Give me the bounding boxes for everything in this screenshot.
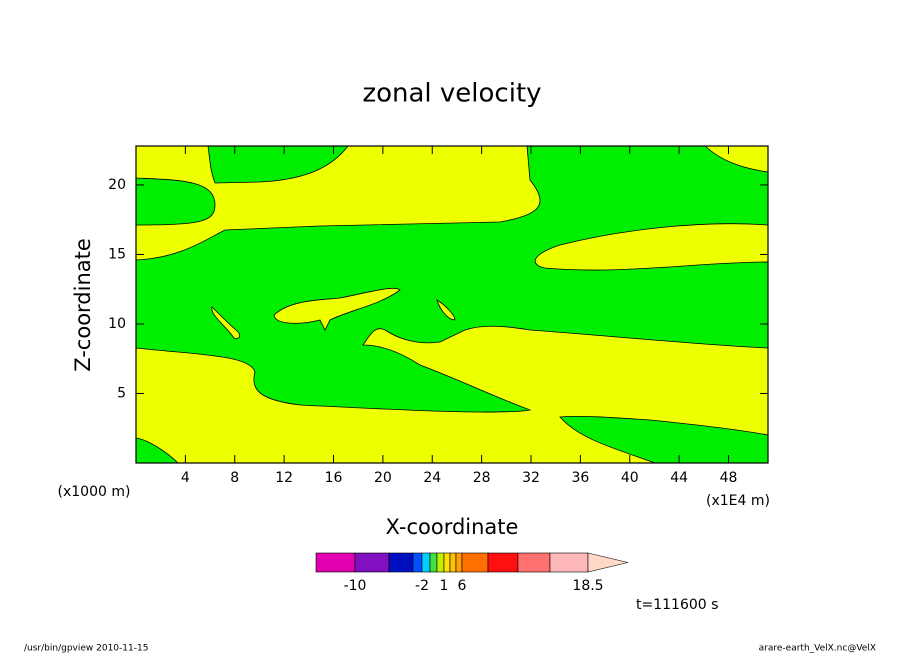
x-tick-label: 8 — [230, 470, 239, 486]
colorbar-segment — [421, 552, 431, 573]
plot-area — [135, 145, 769, 464]
x-unit-label: (x1000 m) — [58, 484, 131, 500]
colorbar-segment — [517, 552, 551, 573]
x-tick-label: 16 — [325, 470, 343, 486]
x-tick-label: 32 — [522, 470, 540, 486]
colorbar-tick-label: 1 — [440, 578, 449, 594]
colorbar-segment — [412, 552, 423, 573]
contour-region — [559, 415, 769, 464]
x-axis-title: X-coordinate — [386, 515, 519, 539]
footer-right: arare-earth_VelX.nc@VelX — [759, 644, 876, 654]
colorbar-tick-label: 18.5 — [572, 578, 603, 594]
plot-frame — [135, 145, 769, 464]
y-tick-label: 10 — [108, 316, 126, 332]
colorbar-segment — [429, 552, 438, 573]
colorbar-segment — [461, 552, 489, 573]
x-unit-label: (x1E4 m) — [706, 493, 770, 509]
y-tick-label: 20 — [108, 177, 126, 193]
contour-region — [211, 306, 240, 339]
x-tick-label: 28 — [473, 470, 491, 486]
colorbar-segment — [449, 552, 457, 573]
colorbar-segment — [455, 552, 463, 573]
contour-high-islands — [211, 287, 456, 339]
contour-region — [135, 145, 769, 413]
contour-low-regions — [135, 145, 769, 464]
colorbar-segment — [487, 552, 519, 573]
colorbar-tick-label: -10 — [344, 578, 367, 594]
colorbar-tick-label: 6 — [458, 578, 467, 594]
time-label: t=111600 s — [636, 597, 718, 613]
contour-region — [135, 177, 216, 226]
colorbar-segment — [443, 552, 451, 573]
x-tick-label: 24 — [423, 470, 441, 486]
colorbar: -10 -2 1 6 18.5 — [315, 552, 629, 594]
contour-region — [436, 299, 456, 321]
x-tick-label: 40 — [621, 470, 639, 486]
colorbar-extension — [587, 552, 629, 573]
contour-region — [273, 287, 401, 331]
chart-title: zonal velocity — [362, 79, 541, 109]
y-tick-label: 5 — [117, 385, 126, 401]
colorbar-segment — [436, 552, 445, 573]
x-tick-label: 48 — [720, 470, 738, 486]
colorbar-segment — [388, 552, 414, 573]
contour-region — [207, 145, 349, 184]
colorbar-segment — [315, 552, 356, 573]
x-tick-label: 20 — [374, 470, 392, 486]
colorbar-segment — [354, 552, 390, 573]
y-axis-title: Z-coordinate — [71, 238, 95, 372]
x-tick-label: 4 — [181, 470, 190, 486]
x-tick-label: 44 — [670, 470, 688, 486]
colorbar-tick-label: -2 — [415, 578, 429, 594]
footer-left: /usr/bin/gpview 2010-11-15 — [24, 644, 148, 654]
colorbar-segment — [549, 552, 589, 573]
x-tick-label: 36 — [571, 470, 589, 486]
y-tick-label: 15 — [108, 246, 126, 262]
x-tick-label: 12 — [275, 470, 293, 486]
